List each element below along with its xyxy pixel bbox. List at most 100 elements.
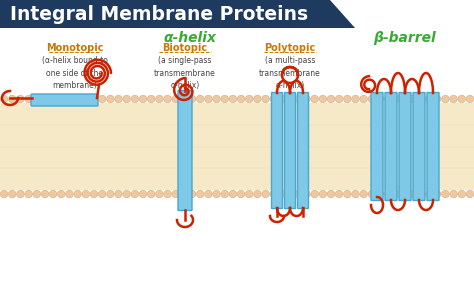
Circle shape: [237, 190, 245, 198]
Circle shape: [123, 95, 130, 103]
Circle shape: [352, 95, 359, 103]
Circle shape: [205, 190, 212, 198]
Circle shape: [442, 190, 449, 198]
FancyBboxPatch shape: [385, 92, 397, 201]
Circle shape: [425, 190, 433, 198]
Circle shape: [458, 95, 465, 103]
Text: β-barrel: β-barrel: [374, 31, 437, 45]
Circle shape: [196, 95, 204, 103]
Circle shape: [254, 95, 261, 103]
Circle shape: [344, 190, 351, 198]
Circle shape: [303, 95, 310, 103]
Circle shape: [0, 95, 8, 103]
Circle shape: [278, 95, 286, 103]
Circle shape: [237, 95, 245, 103]
Circle shape: [450, 190, 457, 198]
Circle shape: [172, 190, 180, 198]
Circle shape: [262, 95, 269, 103]
Circle shape: [172, 95, 180, 103]
Circle shape: [66, 95, 73, 103]
Circle shape: [319, 190, 327, 198]
Circle shape: [409, 95, 417, 103]
Circle shape: [368, 190, 375, 198]
Text: α-helix: α-helix: [164, 31, 217, 45]
Circle shape: [9, 190, 16, 198]
Circle shape: [205, 95, 212, 103]
Circle shape: [278, 190, 286, 198]
Circle shape: [401, 190, 408, 198]
Circle shape: [9, 95, 16, 103]
Circle shape: [41, 95, 49, 103]
Circle shape: [155, 190, 163, 198]
Circle shape: [384, 190, 392, 198]
Circle shape: [392, 95, 400, 103]
Text: Integral Membrane Proteins: Integral Membrane Proteins: [10, 4, 308, 24]
Circle shape: [286, 95, 294, 103]
FancyBboxPatch shape: [399, 92, 411, 201]
Circle shape: [409, 190, 417, 198]
Circle shape: [246, 95, 253, 103]
Circle shape: [401, 95, 408, 103]
Circle shape: [25, 95, 32, 103]
Circle shape: [99, 95, 106, 103]
Circle shape: [188, 95, 196, 103]
FancyBboxPatch shape: [284, 92, 295, 209]
Circle shape: [147, 190, 155, 198]
Circle shape: [123, 190, 130, 198]
Circle shape: [270, 190, 278, 198]
FancyBboxPatch shape: [413, 92, 425, 201]
Circle shape: [49, 190, 57, 198]
Circle shape: [392, 190, 400, 198]
Circle shape: [74, 190, 82, 198]
Circle shape: [327, 190, 335, 198]
Circle shape: [147, 95, 155, 103]
Circle shape: [90, 190, 98, 198]
Circle shape: [164, 190, 171, 198]
FancyBboxPatch shape: [298, 92, 309, 209]
Circle shape: [99, 190, 106, 198]
Circle shape: [139, 95, 147, 103]
Circle shape: [433, 95, 441, 103]
Circle shape: [246, 190, 253, 198]
Circle shape: [164, 95, 171, 103]
Text: Biotopic: Biotopic: [163, 43, 208, 53]
Circle shape: [286, 190, 294, 198]
Text: (α-helix bound to
one side of the
membrane): (α-helix bound to one side of the membra…: [42, 56, 108, 90]
Circle shape: [303, 190, 310, 198]
Circle shape: [344, 95, 351, 103]
Circle shape: [311, 95, 319, 103]
FancyBboxPatch shape: [178, 91, 192, 210]
Circle shape: [107, 190, 114, 198]
Circle shape: [196, 190, 204, 198]
Text: (a single-pass
transmembrane
α-helix): (a single-pass transmembrane α-helix): [154, 56, 216, 90]
Circle shape: [57, 190, 65, 198]
Circle shape: [360, 190, 367, 198]
Circle shape: [376, 95, 384, 103]
Circle shape: [270, 95, 278, 103]
Circle shape: [221, 95, 228, 103]
Circle shape: [417, 95, 425, 103]
Circle shape: [213, 95, 220, 103]
Circle shape: [262, 190, 269, 198]
Circle shape: [417, 190, 425, 198]
Circle shape: [57, 95, 65, 103]
Circle shape: [82, 190, 90, 198]
Circle shape: [107, 95, 114, 103]
Circle shape: [352, 190, 359, 198]
Circle shape: [74, 95, 82, 103]
Circle shape: [229, 190, 237, 198]
Circle shape: [360, 95, 367, 103]
Circle shape: [17, 95, 24, 103]
Circle shape: [466, 190, 474, 198]
Circle shape: [336, 190, 343, 198]
Circle shape: [139, 190, 147, 198]
Circle shape: [49, 95, 57, 103]
Circle shape: [425, 95, 433, 103]
FancyBboxPatch shape: [31, 94, 98, 106]
Circle shape: [368, 95, 375, 103]
Circle shape: [311, 190, 319, 198]
Circle shape: [115, 95, 122, 103]
Circle shape: [319, 95, 327, 103]
Circle shape: [450, 95, 457, 103]
Circle shape: [155, 95, 163, 103]
